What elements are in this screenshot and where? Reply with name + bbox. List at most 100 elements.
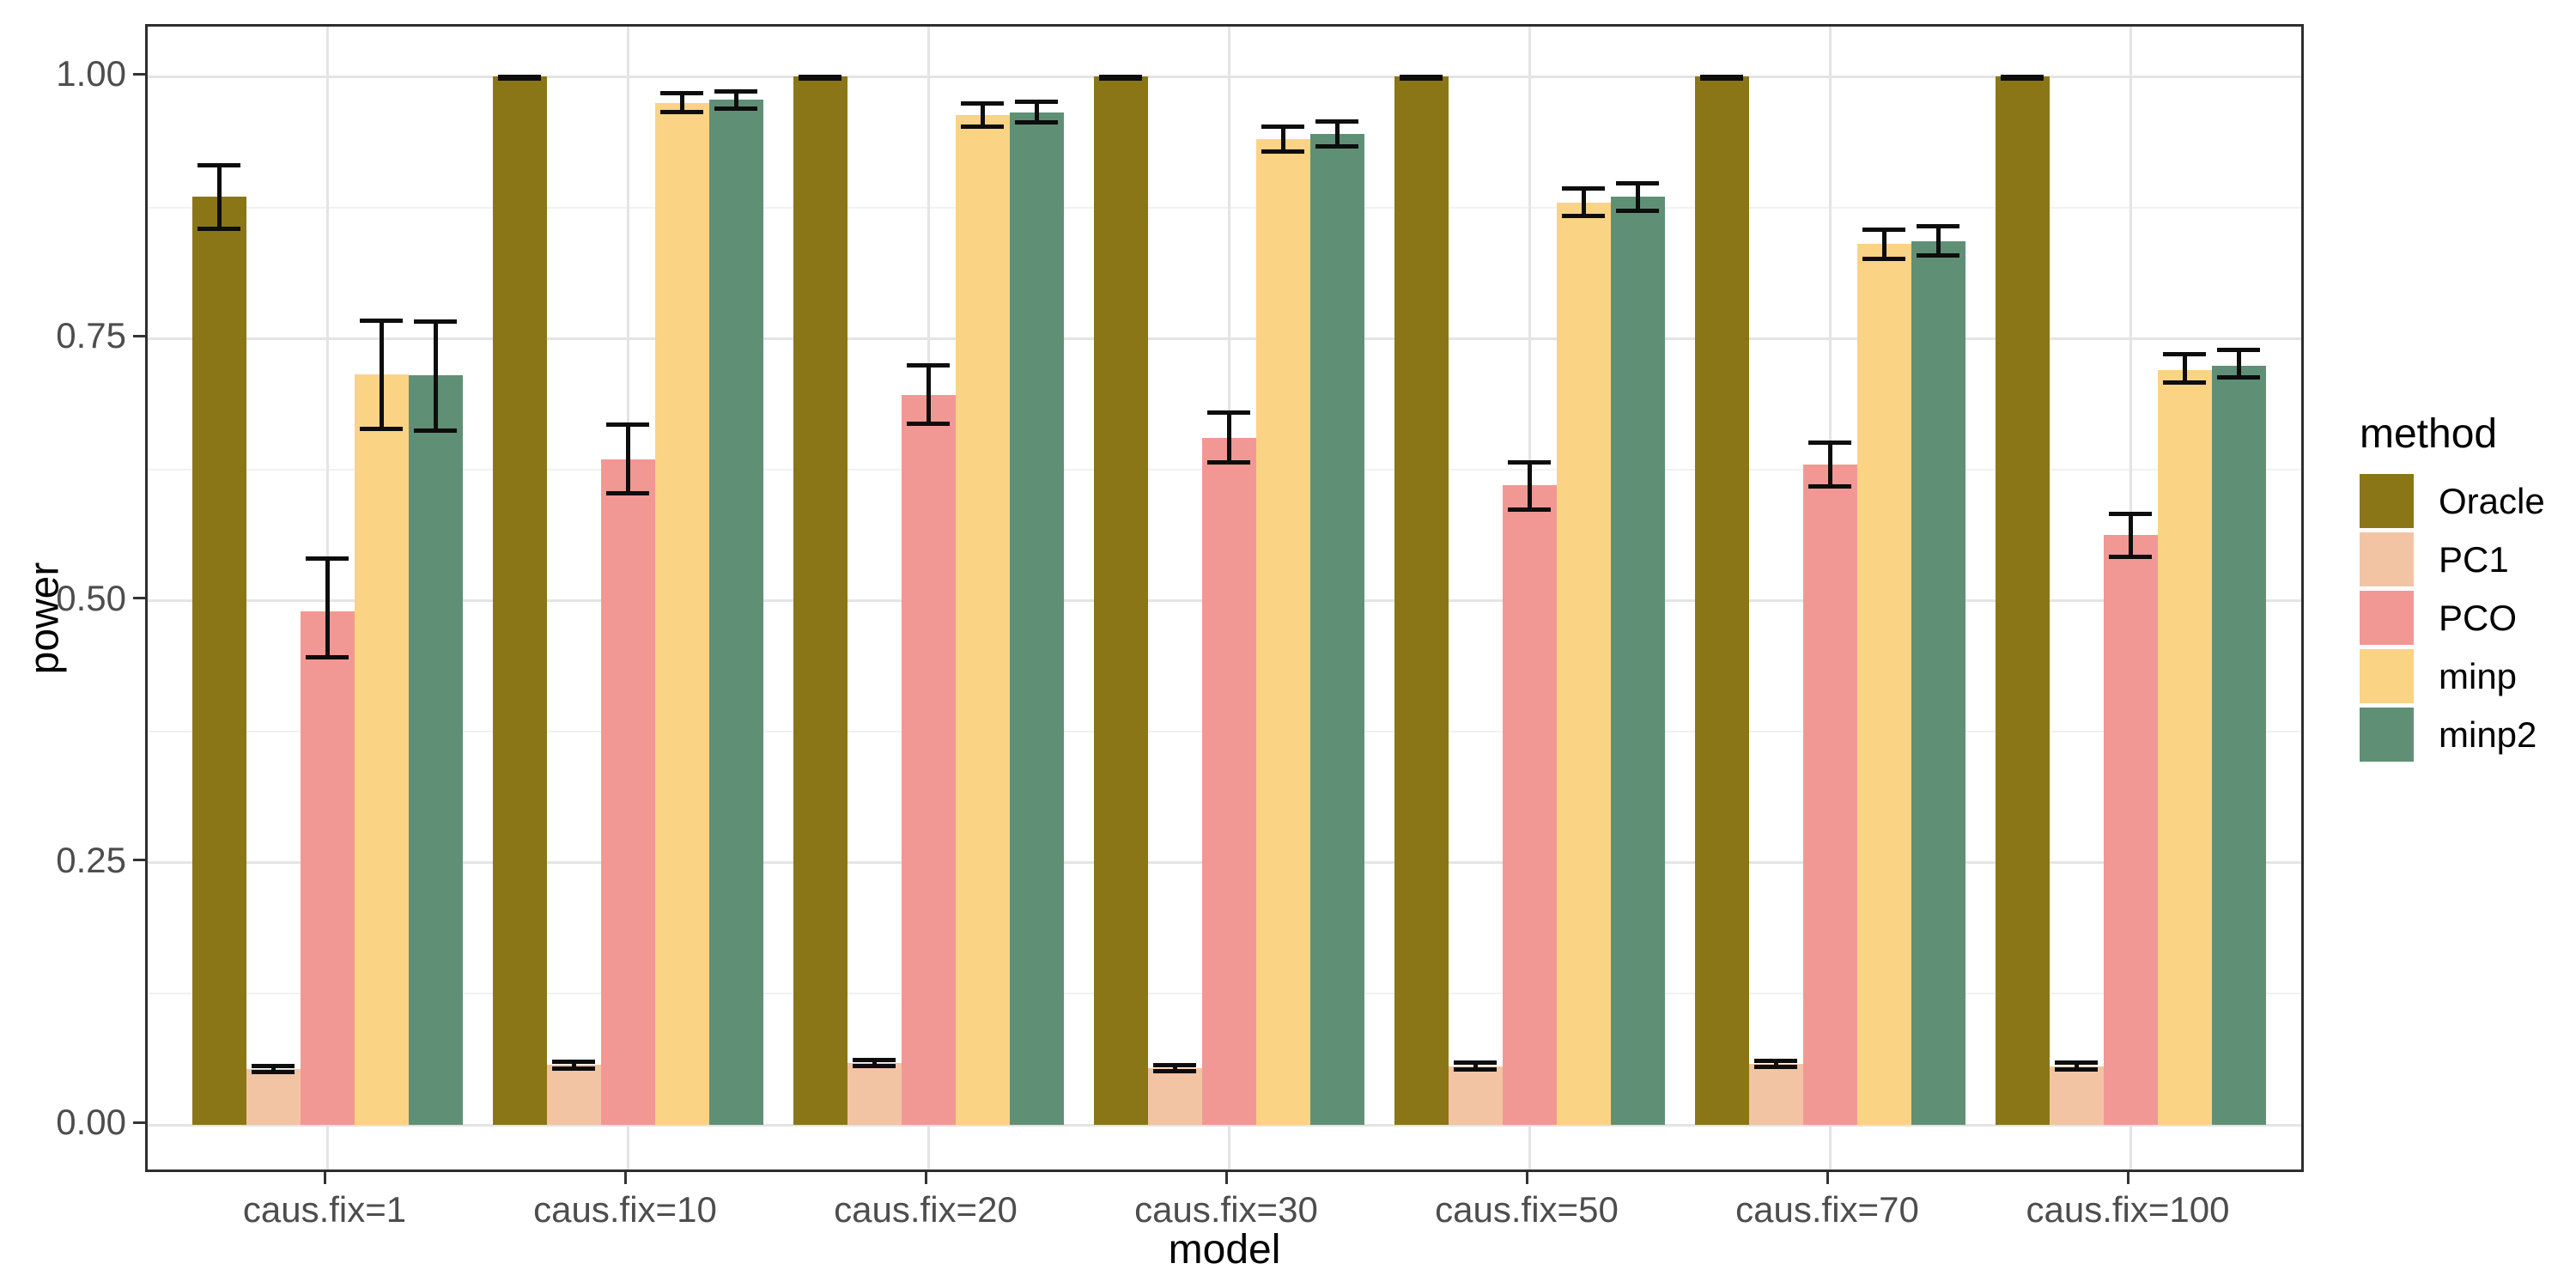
errorbar-cap [252,1070,295,1075]
bar-pc1 [1147,1068,1202,1125]
y-tick-label: 0.25 [56,839,126,880]
errorbar-cap [2055,1066,2098,1072]
errorbar-pc1 [872,1060,877,1066]
errorbar-pco [2128,513,2133,557]
x-tick-label: caus.fix=50 [1435,1189,1619,1230]
bar-minp2 [1911,240,1965,1125]
errorbar-cap [1153,1062,1196,1067]
errorbar-cap [606,422,649,427]
errorbar-cap [1315,144,1358,149]
bar-pc1 [1448,1066,1503,1125]
x-tick-mark [1224,1172,1228,1184]
gridline-major-h [148,75,2301,78]
errorbar-minp2 [1034,101,1039,123]
errorbar-cap [1917,253,1959,258]
bar-oracle [1995,76,2050,1125]
legend-item-pc1: PC1 [2360,532,2574,586]
x-tick-label: caus.fix=20 [834,1189,1018,1230]
legend-label: minp2 [2439,714,2537,755]
errorbar-cap [1454,1060,1497,1066]
errorbar-cap [306,556,349,562]
y-tick-label: 0.50 [56,577,126,618]
x-tick-label: caus.fix=1 [242,1189,407,1230]
errorbar-cap [197,163,240,168]
bar-pco [1201,438,1256,1125]
bar-minp [2157,369,2212,1125]
errorbar-minp [379,320,384,429]
bar-pc1 [2049,1066,2104,1125]
x-tick-mark [2126,1172,2129,1184]
errorbar-cap [1700,76,1743,81]
errorbar-cap [552,1066,595,1071]
errorbar-cap [853,1057,896,1062]
errorbar-cap [1153,1069,1196,1074]
bar-pc1 [847,1062,902,1125]
errorbar-cap [961,125,1004,130]
errorbar-cap [2163,380,2206,386]
errorbar-cap [660,110,703,114]
errorbar-cap [360,318,403,323]
bar-minp [1556,202,1611,1125]
x-tick-label: caus.fix=70 [1735,1189,1919,1230]
errorbar-cap [961,101,1004,106]
errorbar-cap [1261,149,1304,155]
errorbar-minp [1881,229,1886,259]
x-tick-label: caus.fix=100 [2026,1189,2230,1230]
errorbar-cap [2109,511,2152,516]
errorbar-cap [252,1064,295,1069]
legend-swatch-pco [2360,591,2414,645]
errorbar-cap [1315,119,1358,124]
errorbar-cap [2001,76,2044,81]
legend-item-minp: minp [2360,649,2574,703]
errorbar-cap [1099,76,1142,81]
legend-label: PCO [2439,598,2518,638]
bar-pco [2103,534,2158,1125]
y-tick-label: 1.00 [56,53,126,94]
y-tick-label: 0.75 [56,315,126,356]
errorbar-cap [1015,99,1058,104]
legend-swatch-minp2 [2360,708,2414,762]
bar-pc1 [546,1065,601,1125]
errorbar-cap [414,428,457,434]
errorbar-pco [625,424,630,494]
errorbar-pc1 [571,1061,576,1069]
x-tick-mark [1525,1172,1528,1184]
bar-oracle [1394,76,1449,1125]
errorbar-cap [1754,1059,1797,1064]
errorbar-minp2 [733,91,738,109]
bar-minp [354,374,409,1125]
errorbar-minp [980,103,985,127]
bar-oracle [1093,76,1148,1125]
x-tick-label: caus.fix=30 [1134,1189,1318,1230]
legend-label: Oracle [2439,481,2545,521]
errorbar-cap [907,363,950,368]
bar-pco [901,395,956,1125]
errorbar-cap [1862,256,1905,261]
legend-swatch-pc1 [2360,532,2414,586]
errorbar-minp [1581,188,1586,216]
errorbar-cap [853,1064,896,1069]
errorbar-cap [907,421,950,426]
errorbar-cap [2217,348,2260,353]
errorbar-pco [926,365,931,424]
errorbar-cap [1508,507,1551,512]
errorbar-cap [1754,1065,1797,1070]
errorbar-pc1 [1172,1065,1177,1072]
bar-pco [1802,464,1857,1125]
errorbar-cap [1862,227,1905,232]
errorbar-cap [1808,483,1851,489]
bar-minp2 [1610,197,1665,1125]
x-tick-mark [1826,1172,1829,1184]
errorbar-minp [1280,126,1285,152]
y-tick-mark [133,859,145,862]
errorbar-cap [1015,120,1058,125]
bar-minp [955,115,1010,1125]
bar-pco [300,611,355,1125]
errorbar-cap [1616,181,1659,186]
errorbar-pc1 [1773,1060,1778,1067]
errorbar-minp2 [2236,349,2241,378]
bar-oracle [191,197,246,1125]
errorbar-minp [679,93,684,112]
bar-minp [1856,244,1911,1125]
